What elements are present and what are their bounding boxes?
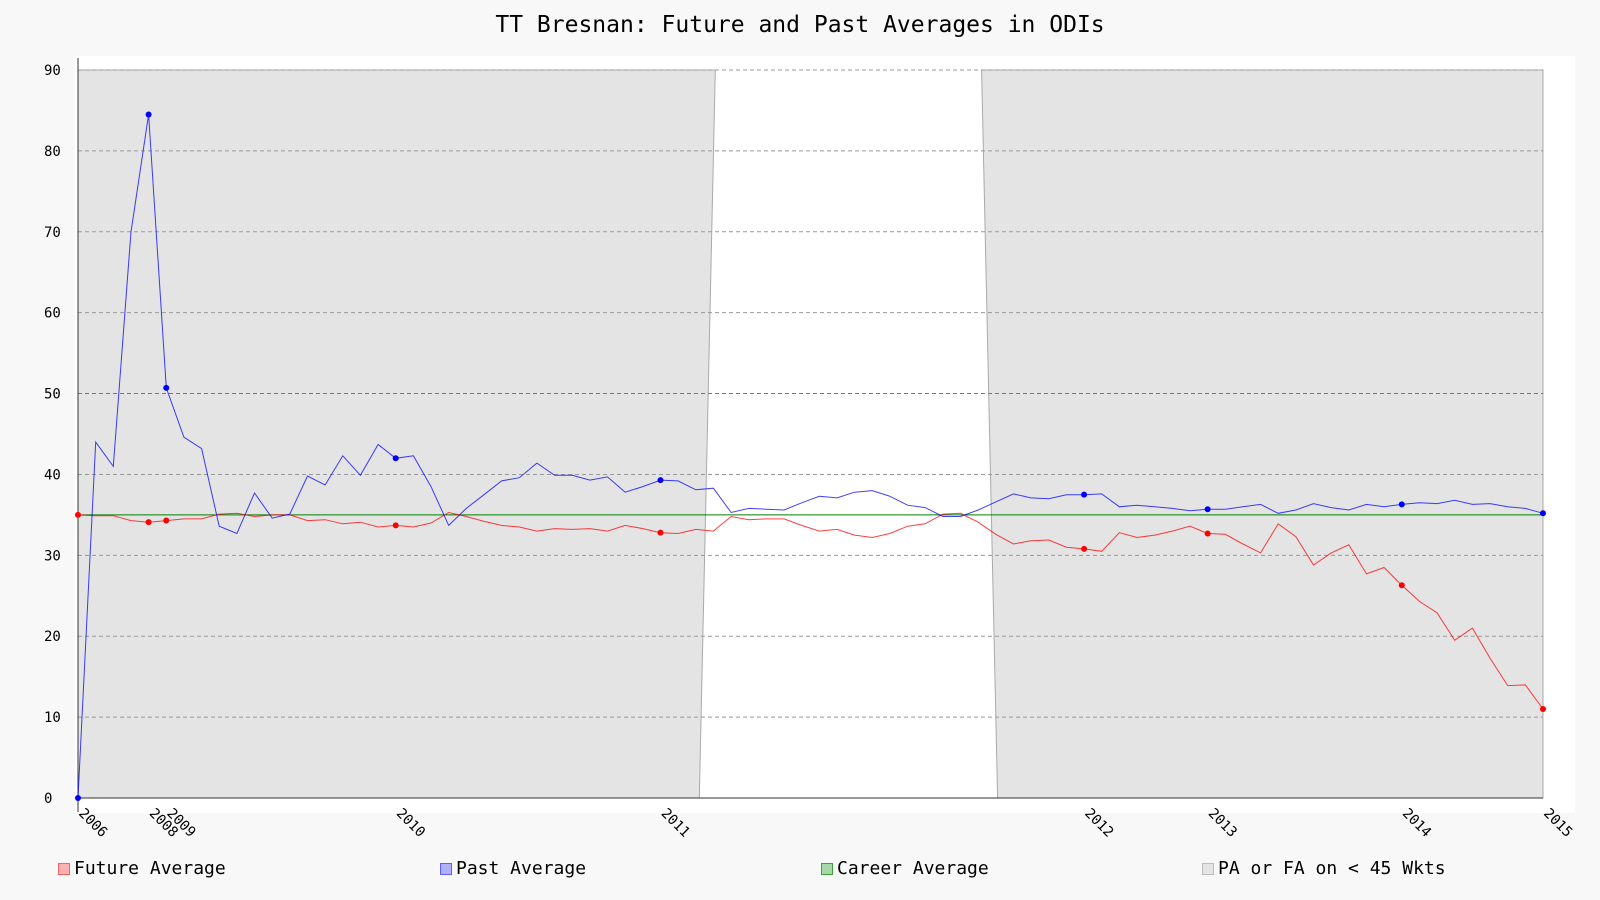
y-tick-label: 10	[44, 710, 61, 726]
data-point	[1398, 582, 1405, 589]
legend-swatch-past	[440, 862, 452, 875]
data-point	[75, 511, 81, 518]
legend: Future Average Past Average Career Avera…	[0, 858, 1600, 884]
y-tick-label: 90	[44, 63, 61, 79]
data-point	[163, 384, 170, 391]
chart-title: TT Bresnan: Future and Past Averages in …	[495, 12, 1105, 38]
legend-swatch-career	[821, 862, 833, 875]
data-point	[657, 529, 664, 536]
data-point	[145, 519, 152, 526]
data-point	[1540, 706, 1546, 713]
shaded-regions	[77, 69, 1544, 799]
grid-lines	[78, 69, 1543, 718]
axes	[77, 58, 1543, 812]
legend-label-past: Past Average	[456, 858, 587, 879]
series-markers	[75, 111, 1546, 801]
series-line-future-average	[77, 511, 1544, 710]
legend-item-shaded: PA or FA on < 45 Wkts	[1202, 858, 1446, 879]
data-point	[1398, 501, 1405, 508]
legend-item-future: Future Average	[58, 858, 226, 879]
legend-item-past: Past Average	[440, 858, 586, 879]
data-point	[163, 517, 170, 524]
y-tick-label: 20	[44, 629, 61, 645]
legend-item-career: Career Average	[821, 858, 989, 879]
shaded-region-0	[77, 69, 716, 799]
data-point	[75, 795, 81, 801]
y-tick-label: 0	[44, 791, 52, 807]
data-point	[392, 455, 399, 462]
data-point	[1081, 545, 1088, 552]
data-point	[1204, 506, 1211, 513]
data-point	[145, 111, 152, 118]
data-point	[1540, 510, 1546, 517]
shaded-region-1	[981, 69, 1544, 799]
y-tick-label: 70	[44, 225, 61, 241]
y-tick-label: 80	[44, 144, 61, 160]
data-point	[392, 522, 399, 529]
y-tick-label: 30	[44, 548, 61, 564]
legend-swatch-future	[58, 862, 70, 875]
y-tick-label: 40	[44, 467, 61, 483]
legend-label-career: Career Average	[837, 858, 989, 879]
legend-label-future: Future Average	[74, 858, 226, 879]
data-point	[657, 477, 664, 484]
legend-label-shaded: PA or FA on < 45 Wkts	[1218, 858, 1446, 879]
data-point	[1081, 491, 1088, 498]
legend-swatch-shaded	[1202, 862, 1214, 875]
y-tick-label: 50	[44, 387, 61, 403]
y-tick-label: 60	[44, 306, 61, 322]
series-line-past-average	[77, 114, 1544, 799]
series-lines	[77, 114, 1544, 799]
data-point	[1204, 530, 1211, 537]
